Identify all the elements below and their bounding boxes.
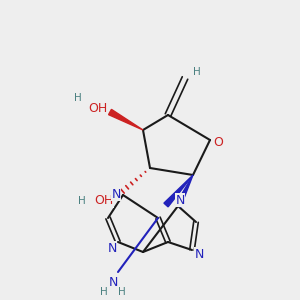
Text: H: H	[193, 67, 201, 77]
Text: OH: OH	[88, 101, 108, 115]
Text: O: O	[213, 136, 223, 148]
Text: N: N	[108, 275, 118, 289]
Text: OH: OH	[94, 194, 114, 208]
Text: N: N	[107, 242, 117, 254]
Text: H: H	[100, 287, 108, 297]
Text: N: N	[175, 194, 185, 206]
Text: N: N	[194, 248, 204, 260]
Text: N: N	[111, 188, 121, 200]
Polygon shape	[164, 175, 193, 207]
Text: H: H	[118, 287, 126, 297]
Text: H: H	[78, 196, 86, 206]
Text: H: H	[74, 93, 82, 103]
Polygon shape	[109, 110, 143, 130]
Polygon shape	[176, 175, 193, 207]
